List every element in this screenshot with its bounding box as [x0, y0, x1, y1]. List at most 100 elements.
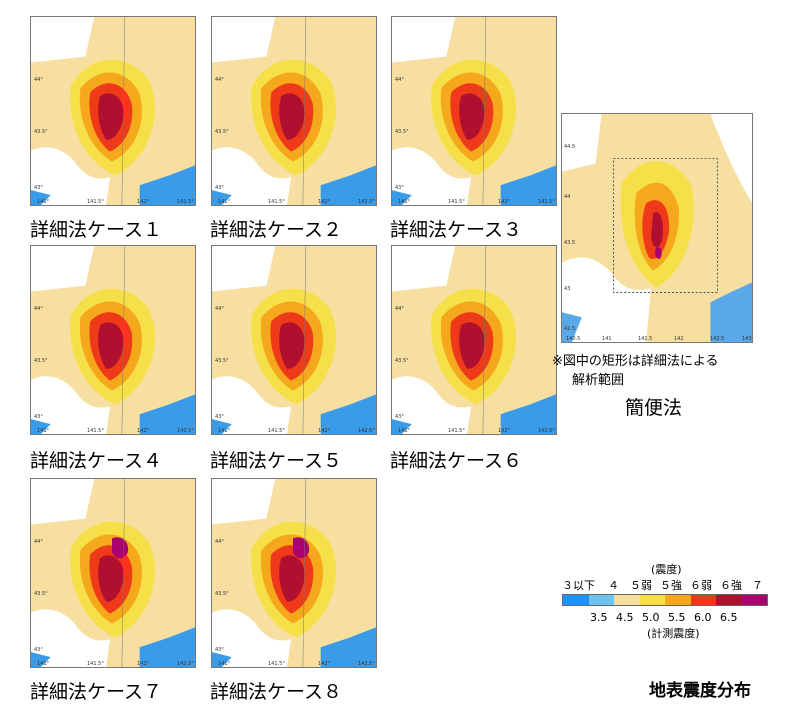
detailed-case-map: 44° 43.5° 43° 141° 141.5° 142° 142.5°	[391, 16, 557, 206]
simple-method-map: 44.5 44 43.5 43 42.5 140.5 141 141.5 142 142.5 143	[561, 113, 753, 343]
legend-class-label: ７	[752, 579, 763, 592]
lat-tick-label: 44°	[215, 306, 224, 312]
lon-tick-label: 143	[742, 336, 752, 342]
lat-tick-label: 43.5	[564, 240, 576, 246]
legend-color-bar	[562, 594, 768, 606]
lon-tick-label: 142.5	[710, 336, 725, 342]
main-title: 地表震度分布	[649, 681, 751, 701]
lon-tick-label: 141°	[398, 199, 411, 205]
lat-tick-label: 43.5°	[34, 129, 48, 135]
lat-tick-label: 43°	[34, 414, 43, 420]
lat-tick-label: 44°	[395, 306, 404, 312]
lat-tick-label: 42.5	[564, 326, 576, 332]
legend-class-label: ３以下	[562, 579, 595, 592]
simple-method-note-line2: 解析範囲	[572, 373, 625, 388]
detailed-case-map: 44° 43.5° 43° 141° 141.5° 142° 142.5°	[211, 245, 377, 435]
lon-tick-label: 142°	[137, 661, 150, 667]
legend-color-swatch	[716, 595, 742, 605]
lon-tick-label: 142.5°	[358, 661, 375, 667]
lon-tick-label: 142.5°	[538, 428, 555, 434]
legend-tick: 6.5	[720, 611, 738, 624]
lat-tick-label: 44°	[34, 77, 43, 83]
lat-tick-label: 43.5°	[215, 591, 229, 597]
lon-tick-label: 142.5°	[538, 199, 555, 205]
lon-tick-label: 142°	[137, 199, 150, 205]
legend-color-swatch	[665, 595, 691, 605]
lon-tick-label: 141.5°	[268, 199, 285, 205]
detailed-case-map: 44° 43.5° 43° 141° 141.5° 142° 142.5°	[211, 478, 377, 668]
lon-tick-label: 142°	[498, 428, 511, 434]
lon-tick-label: 141°	[37, 428, 50, 434]
legend-tick: 3.5	[590, 611, 608, 624]
lon-tick-label: 141.5°	[87, 199, 104, 205]
intensity-legend: (震度) ３以下 ４ ５弱 ５強 ６弱 ６強 ７ 3.5 4.5 5.0 5.5…	[560, 560, 770, 650]
lon-tick-label: 140.5	[566, 336, 581, 342]
lat-tick-label: 43.5°	[34, 591, 48, 597]
lon-tick-label: 141°	[218, 428, 231, 434]
lon-tick-label: 141°	[37, 661, 50, 667]
detailed-case-map: 44° 43.5° 43° 141° 141.5° 142° 142.5°	[30, 16, 196, 206]
lon-tick-label: 142°	[318, 661, 331, 667]
lon-tick-label: 142.5°	[177, 661, 194, 667]
lat-tick-label: 44°	[215, 77, 224, 83]
lat-tick-label: 43°	[34, 185, 43, 191]
detailed-case-map: 44° 43.5° 43° 141° 141.5° 142° 142.5°	[211, 16, 377, 206]
lat-tick-label: 43.5°	[395, 129, 409, 135]
case-caption: 詳細法ケース８	[210, 681, 343, 703]
legend-class-label: ６強	[720, 579, 742, 592]
lon-tick-label: 142.5°	[358, 199, 375, 205]
lat-tick-label: 43°	[215, 647, 224, 653]
lat-tick-label: 44	[564, 194, 571, 200]
lat-tick-label: 43°	[395, 414, 404, 420]
lat-tick-label: 44°	[34, 539, 43, 545]
lon-tick-label: 142.5°	[358, 428, 375, 434]
case-caption: 詳細法ケース４	[30, 450, 163, 472]
lon-tick-label: 141.5°	[268, 661, 285, 667]
lon-tick-label: 142°	[137, 428, 150, 434]
case-caption: 詳細法ケース７	[30, 681, 163, 703]
legend-color-swatch	[563, 595, 589, 605]
simple-method-note-line1: ※図中の矩形は詳細法による	[552, 354, 719, 369]
lon-tick-label: 142°	[318, 199, 331, 205]
simple-method-title: 簡便法	[625, 397, 683, 419]
legend-title: (震度)	[651, 563, 682, 576]
lat-tick-label: 43°	[34, 647, 43, 653]
lon-tick-label: 141°	[218, 661, 231, 667]
detailed-case-map: 44° 43.5° 43° 141° 141.5° 142° 142.5°	[391, 245, 557, 435]
lon-tick-label: 142°	[318, 428, 331, 434]
lon-tick-label: 141.5	[638, 336, 653, 342]
legend-tick: 5.5	[668, 611, 686, 624]
legend-color-swatch	[741, 595, 767, 605]
legend-color-swatch	[588, 595, 614, 605]
legend-class-label: ５強	[660, 579, 682, 592]
lon-tick-label: 141°	[218, 199, 231, 205]
lon-tick-label: 142.5°	[177, 428, 194, 434]
lon-tick-label: 141.5°	[448, 199, 465, 205]
legend-color-swatch	[614, 595, 640, 605]
legend-color-swatch	[639, 595, 665, 605]
legend-class-label: ５弱	[630, 579, 652, 592]
legend-tick: 4.5	[616, 611, 634, 624]
lat-tick-label: 44°	[34, 306, 43, 312]
legend-tick: 6.0	[694, 611, 712, 624]
lat-tick-label: 43°	[215, 414, 224, 420]
legend-unit: (計測震度)	[647, 627, 700, 640]
case-caption: 詳細法ケース５	[210, 450, 343, 472]
lon-tick-label: 141.5°	[87, 661, 104, 667]
lat-tick-label: 44.5	[564, 144, 576, 150]
lon-tick-label: 142.5°	[177, 199, 194, 205]
lon-tick-label: 141	[602, 336, 612, 342]
legend-tick: 5.0	[642, 611, 660, 624]
lat-tick-label: 43.5°	[34, 358, 48, 364]
lon-tick-label: 141.5°	[448, 428, 465, 434]
lon-tick-label: 142	[674, 336, 684, 342]
legend-color-swatch	[690, 595, 716, 605]
case-caption: 詳細法ケース３	[390, 219, 523, 241]
lon-tick-label: 142°	[498, 199, 511, 205]
lon-tick-label: 141°	[398, 428, 411, 434]
lon-tick-label: 141°	[37, 199, 50, 205]
legend-class-label: ４	[608, 579, 619, 592]
lat-tick-label: 44°	[215, 539, 224, 545]
lat-tick-label: 43.5°	[395, 358, 409, 364]
lat-tick-label: 44°	[395, 77, 404, 83]
